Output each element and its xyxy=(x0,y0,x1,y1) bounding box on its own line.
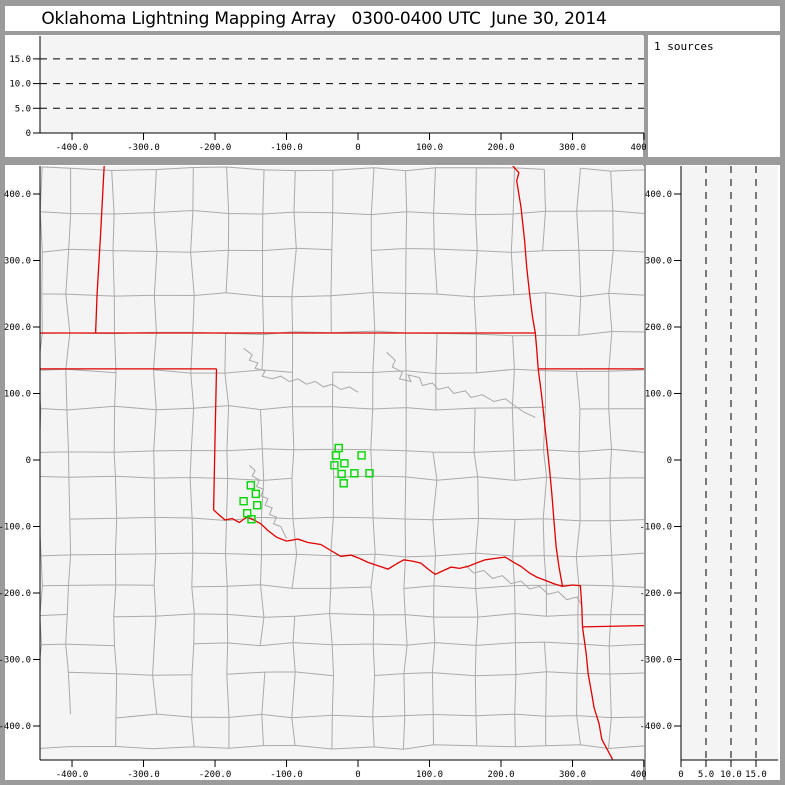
y-axis: 400.0 300.0 200.0 100.0 0 -100.0 -200.0 -300.0 -… xyxy=(0,190,40,732)
lma-station-marker xyxy=(242,509,252,518)
y-tick-label: -300.0 xyxy=(639,656,672,666)
x-tick-label: 100.0 xyxy=(416,143,443,153)
alt-vs-ns-content xyxy=(705,166,757,760)
origin-label: 0 xyxy=(26,129,31,139)
meridian-100w-border xyxy=(212,368,218,510)
x-tick-label: -100.0 xyxy=(270,143,303,153)
x-tick-label: 0 xyxy=(678,770,683,780)
texas-arkansas-south-border xyxy=(582,624,644,628)
x-tick-label: 300.0 xyxy=(559,770,586,780)
little-river xyxy=(464,564,583,606)
colorado-kansas-border xyxy=(94,166,105,334)
lma-station-marker xyxy=(331,451,341,460)
arkansas-river xyxy=(386,351,536,418)
lma-station-marker xyxy=(365,469,374,478)
y-axis: 400.0 300.0 200.0 100.0 0 -100.0 -200.0 -300.0 -… xyxy=(639,190,681,732)
plan-view-panel: -400.0 -300.0 -200.0 -100.0 0 100.0 200.0 300.0… xyxy=(0,165,658,780)
plot-background xyxy=(40,36,644,133)
altitude-ns-panel: 0 5.0 10.0 15.0 400.0 300.0 200.0 100.0 0 -100.0 -… xyxy=(639,165,780,780)
lma-station-marker xyxy=(340,459,349,468)
cimarron-river xyxy=(243,347,359,393)
y-tick-label: 100.0 xyxy=(4,390,31,400)
y-tick-label: 300.0 xyxy=(4,257,31,267)
window-title: Oklahoma Lightning Mapping Array 0300-04… xyxy=(41,8,607,29)
x-tick-label: 15.0 xyxy=(745,770,767,780)
y-tick-label: 300.0 xyxy=(645,257,672,267)
x-tick-label: -400.0 xyxy=(56,143,89,153)
x-tick-label: 200.0 xyxy=(487,770,514,780)
y-tick-label: -400.0 xyxy=(639,722,672,732)
x-tick-label: 300.0 xyxy=(559,143,586,153)
y-tick-label: 200.0 xyxy=(645,323,672,333)
title-container: Oklahoma Lightning Mapping Array 0300-04… xyxy=(5,9,643,29)
y-tick-label: 400.0 xyxy=(4,190,31,200)
x-tick-label: 10.0 xyxy=(720,770,742,780)
x-tick-label: 100.0 xyxy=(416,770,443,780)
y-tick-label: 10.0 xyxy=(9,80,31,90)
altitude-ew-plot: -400.0 -300.0 -200.0 -100.0 0 100.0 200.0 300.0… xyxy=(9,36,658,153)
alt-vs-ew-content xyxy=(40,58,644,109)
lma-station-marker xyxy=(251,489,261,499)
plan-view-map-plot: -400.0 -300.0 -200.0 -100.0 0 100.0 200.0 300.0… xyxy=(0,166,658,780)
plan-map-content xyxy=(40,166,644,760)
x-tick-label: -300.0 xyxy=(127,770,160,780)
y-tick-label: 0 xyxy=(667,456,672,466)
x-axis: 0 5.0 10.0 15.0 xyxy=(678,760,767,780)
x-tick-label: 5.0 xyxy=(698,770,714,780)
y-tick-label: -100.0 xyxy=(0,523,31,533)
lma-station-marker xyxy=(239,497,248,506)
y-tick-label: 15.0 xyxy=(9,55,31,65)
x-tick-label: -300.0 xyxy=(127,143,160,153)
x-tick-label: 0 xyxy=(355,770,360,780)
lma-station-marker xyxy=(357,451,366,460)
lma-station-marker xyxy=(252,501,262,510)
lma-station-marker xyxy=(246,481,256,490)
x-tick-label: -400.0 xyxy=(56,770,89,780)
title-bar: Oklahoma Lightning Mapping Array 0300-04… xyxy=(5,6,780,31)
x-tick-label: 0 xyxy=(355,143,360,153)
washita-river xyxy=(248,464,287,539)
lma-station-marker xyxy=(350,469,359,478)
lma-station-marker xyxy=(339,479,348,488)
lma-station-marker xyxy=(247,515,256,524)
y-tick-label: -300.0 xyxy=(0,656,31,666)
missouri-arkansas-east-border xyxy=(512,166,564,587)
y-tick-label: -200.0 xyxy=(0,589,31,599)
altitude-ew-panel: -400.0 -300.0 -200.0 -100.0 0 100.0 200.0 300.0… xyxy=(5,35,658,157)
x-axis: -400.0 -300.0 -200.0 -100.0 0 100.0 200.0 300.0… xyxy=(56,133,658,153)
x-tick-label: -200.0 xyxy=(199,143,232,153)
y-tick-label: -100.0 xyxy=(639,523,672,533)
sources-panel: 1 sources xyxy=(648,35,780,157)
lma-station-marker xyxy=(330,461,339,470)
x-tick-label: 200.0 xyxy=(487,143,514,153)
x-axis: -400.0 -300.0 -200.0 -100.0 0 100.0 200.0 300.0… xyxy=(56,760,658,780)
x-tick-label: 400.0 xyxy=(630,770,657,780)
lma-station-marker xyxy=(337,469,346,479)
y-tick-label: -200.0 xyxy=(639,589,672,599)
y-axis: 5.0 10.0 15.0 0 xyxy=(9,55,40,139)
x-tick-label: -100.0 xyxy=(270,770,303,780)
sources-count-label: 1 sources xyxy=(654,40,714,53)
y-tick-label: 0 xyxy=(26,456,31,466)
y-tick-label: 200.0 xyxy=(4,323,31,333)
y-tick-label: 100.0 xyxy=(645,390,672,400)
y-tick-label: 400.0 xyxy=(645,190,672,200)
y-tick-label: -400.0 xyxy=(0,722,31,732)
x-tick-label: 400.0 xyxy=(630,143,657,153)
x-tick-label: -200.0 xyxy=(199,770,232,780)
red-river-border xyxy=(213,509,563,588)
arkansas-texas-jog xyxy=(562,584,584,627)
y-tick-label: 5.0 xyxy=(15,104,31,114)
arkansas-louisiana-border xyxy=(581,626,614,760)
plot-background xyxy=(40,166,644,760)
county-lines xyxy=(40,166,644,750)
plot-background xyxy=(681,166,778,760)
altitude-ns-plot: 0 5.0 10.0 15.0 400.0 300.0 200.0 100.0 0 -100.0 -… xyxy=(639,166,778,780)
